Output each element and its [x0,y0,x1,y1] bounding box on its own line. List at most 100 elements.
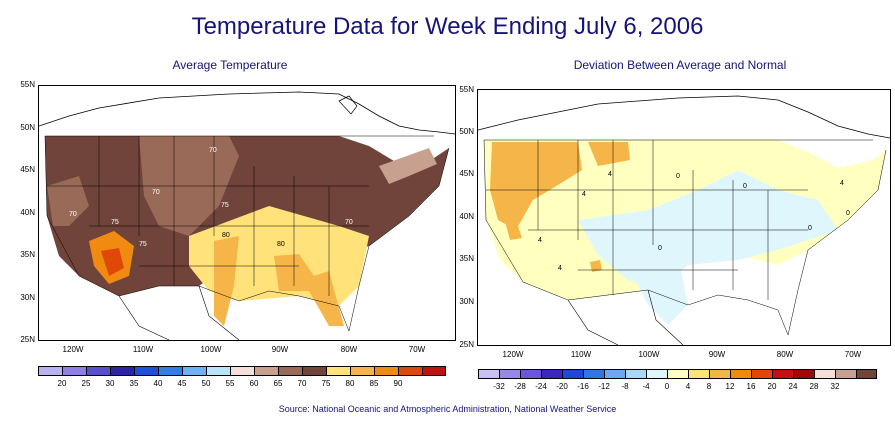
contour-label: 4 [840,180,844,187]
left-map-subtitle: Average Temperature [172,58,288,72]
lat-label: 35N [20,250,35,259]
lat-label: 30N [459,297,474,306]
legend-swatch [562,369,583,379]
legend-tick: 28 [809,382,819,391]
legend-swatch [254,366,278,376]
mexico-coastline [118,285,240,340]
lon-label: 80W [340,345,358,354]
lat-label: 45N [459,169,474,178]
legend-swatch [730,369,751,379]
left-legend-bar [38,366,446,376]
legend-tick: 24 [788,382,798,391]
lon-label: 80W [776,350,794,359]
lat-label: 30N [20,293,35,302]
lat-label: 45N [20,165,35,174]
contour-label: 70 [209,147,217,154]
lon-label: 110W [570,350,592,359]
us-light-tan [47,176,89,226]
contour-label: 0 [846,210,850,217]
legend-tick: 20 [767,382,777,391]
legend-tick: 55 [225,379,235,388]
lat-label: 50N [20,123,35,132]
us-orange-mt [588,142,630,166]
us-red-core [101,248,124,276]
legend-tick: -16 [577,382,589,391]
legend-tick: 12 [725,382,735,391]
left-temperature-map: 70 70 70 75 75 75 80 80 70 [38,85,456,341]
source-credit: Source: National Oceanic and Atmospheric… [278,404,617,414]
legend-tick: 30 [105,379,115,388]
lon-label: 70W [844,350,862,359]
legend-swatch [646,369,667,379]
legend-tick: 65 [273,379,283,388]
legend-swatch [374,366,398,376]
legend-tick: -4 [642,382,650,391]
contour-label: 75 [111,219,119,226]
contour-labels: 70 70 70 75 75 75 80 80 70 [69,147,353,248]
legend-swatch [158,366,182,376]
legend-tick: 45 [177,379,187,388]
legend-swatch [856,369,877,379]
lon-label: 110W [132,345,154,354]
legend-swatch [278,366,302,376]
legend-swatch [478,369,499,379]
legend-tick: -28 [514,382,526,391]
lon-label: 100W [200,345,222,354]
legend-tick: -20 [556,382,568,391]
lon-label: 100W [638,350,660,359]
lat-label: 50N [459,127,474,136]
legend-swatch [62,366,86,376]
legend-tick: -24 [535,382,547,391]
legend-swatch [793,369,814,379]
contour-label: 80 [277,241,285,248]
canada-coastline [478,95,890,139]
legend-swatch [134,366,158,376]
legend-swatch [206,366,230,376]
contour-label: 0 [658,245,662,252]
contour-label: 4 [582,191,586,198]
lat-label: 55N [20,80,35,89]
legend-swatch [422,366,446,376]
legend-swatch [667,369,688,379]
right-legend-bar [478,369,877,379]
legend-swatch [688,369,709,379]
legend-tick: 70 [297,379,307,388]
page-title: Temperature Data for Week Ending July 6,… [191,13,704,40]
legend-tick: 75 [321,379,331,388]
contour-label: 0 [676,173,680,180]
lat-label: 40N [459,212,474,221]
legend-tick: 16 [746,382,756,391]
left-map-graphic: 70 70 70 75 75 75 80 80 70 [39,91,455,340]
contour-label: 70 [69,211,77,218]
contour-label: 0 [808,225,812,232]
legend-swatch [86,366,110,376]
legend-swatch [541,369,562,379]
contour-label: 80 [222,232,230,239]
legend-swatch [751,369,772,379]
legend-swatch [110,366,134,376]
legend-tick: 50 [201,379,211,388]
contour-label: 70 [345,219,353,226]
legend-swatch [182,366,206,376]
legend-swatch [709,369,730,379]
legend-swatch [398,366,422,376]
right-deviation-map: 4 4 4 4 0 0 0 0 0 4 [477,89,891,346]
lat-label: 25N [20,335,35,344]
legend-swatch [772,369,793,379]
legend-swatch [835,369,856,379]
lat-label: 55N [459,85,474,94]
lon-label: 70W [408,345,426,354]
legend-tick: 8 [706,382,712,391]
lat-label: 40N [20,208,35,217]
us-orange-se [274,254,344,326]
contour-label: 70 [152,189,160,196]
legend-tick: -8 [621,382,629,391]
legend-tick: 90 [393,379,403,388]
contour-label: 4 [608,171,612,178]
legend-swatch [625,369,646,379]
canada-coastline [39,91,455,135]
legend-tick: 20 [57,379,67,388]
legend-swatch [499,369,520,379]
legend-swatch [326,366,350,376]
legend-tick: 40 [153,379,163,388]
